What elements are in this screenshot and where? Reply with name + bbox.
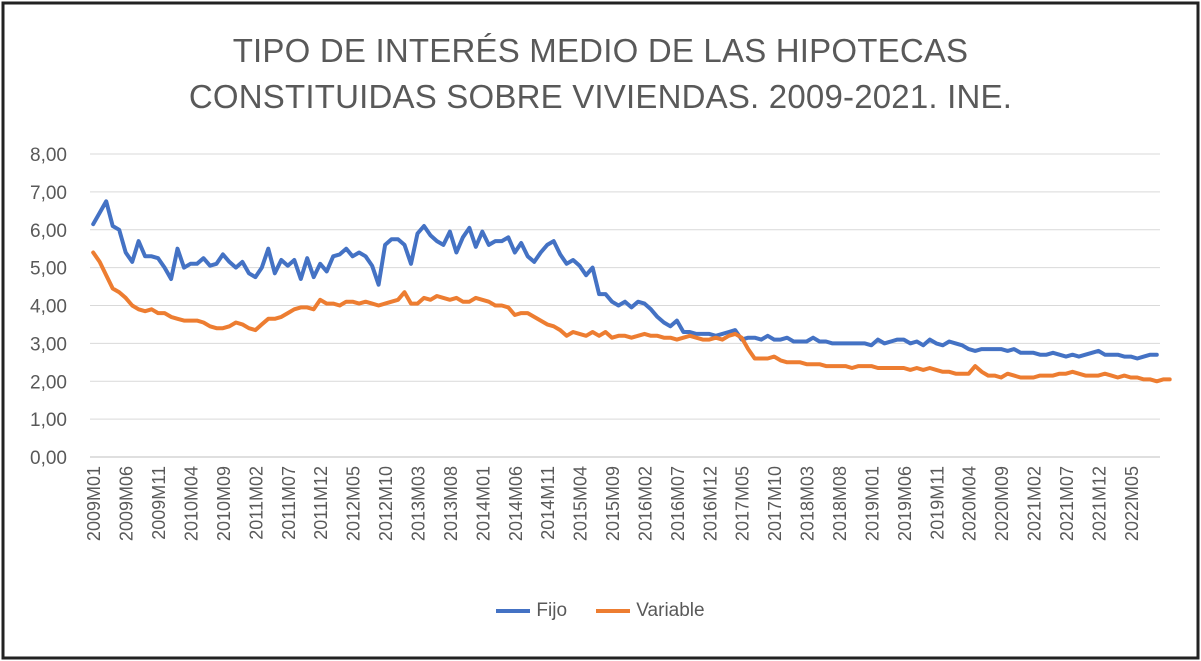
y-axis-ticks: 0,00 1,00 2,00 3,00 4,00 5,00 6,00 7,00 8,00: [30, 145, 67, 469]
x-tick-label: 2021M07: [1057, 466, 1077, 541]
x-tick-label: 2018M08: [830, 466, 850, 541]
x-axis-ticks: 2009M01 2009M06 2009M11 2010M04 2010M09 2011M…: [84, 466, 1142, 541]
x-tick-label: 2021M02: [1025, 466, 1045, 541]
chart-title-line-1: TIPO DE INTERÉS MEDIO DE LAS HIPOTECAS: [232, 32, 969, 69]
y-tick-label: 5,00: [30, 259, 67, 280]
chart-title-line-2: CONSTITUIDAS SOBRE VIVIENDAS. 2009-2021.…: [188, 78, 1013, 115]
x-tick-label: 2020M04: [960, 466, 980, 541]
x-tick-label: 2016M02: [635, 466, 655, 541]
grid-lines: [90, 153, 1160, 458]
x-tick-label: 2014M06: [506, 466, 526, 541]
legend-label-fijo: Fijo: [536, 600, 568, 621]
x-tick-label: 2021M12: [1089, 466, 1109, 541]
x-tick-label: 2016M12: [700, 466, 720, 541]
series-lines: [91, 199, 1172, 384]
legend-label-variable: Variable: [636, 600, 705, 621]
x-tick-label: 2019M01: [862, 466, 882, 541]
legend-swatch-variable: [596, 609, 631, 613]
y-tick-label: 0,00: [30, 448, 67, 469]
x-tick-label: 2019M06: [895, 466, 915, 541]
x-tick-label: 2015M04: [571, 466, 591, 541]
x-tick-label: 2013M08: [441, 466, 461, 541]
x-tick-label: 2009M06: [117, 466, 137, 541]
x-tick-label: 2010M09: [214, 466, 234, 541]
y-tick-label: 4,00: [30, 297, 67, 318]
x-tick-label: 2014M11: [538, 466, 558, 540]
x-tick-label: 2020M09: [992, 466, 1012, 541]
series-line-variable: [91, 250, 1172, 384]
legend-item-variable: Variable: [596, 600, 705, 622]
x-tick-label: 2009M11: [149, 466, 169, 540]
y-tick-label: 6,00: [30, 221, 67, 242]
x-tick-label: 2011M02: [246, 466, 266, 540]
x-tick-label: 2013M03: [408, 466, 428, 541]
x-tick-label: 2012M10: [376, 466, 396, 541]
x-tick-label: 2014M01: [473, 466, 493, 541]
x-tick-label: 2018M03: [798, 466, 818, 541]
x-tick-label: 2015M09: [603, 466, 623, 541]
legend-swatch-fijo: [496, 609, 531, 613]
x-tick-label: 2010M04: [182, 466, 202, 541]
x-tick-label: 2011M07: [279, 466, 299, 540]
x-tick-label: 2016M07: [668, 466, 688, 541]
x-tick-label: 2009M01: [84, 466, 104, 541]
x-tick-label: 2019M11: [927, 466, 947, 540]
y-tick-label: 2,00: [30, 372, 67, 393]
x-tick-label: 2017M10: [765, 466, 785, 541]
y-tick-label: 3,00: [30, 334, 67, 355]
x-tick-label: 2011M12: [311, 466, 331, 540]
x-tick-label: 2017M05: [733, 466, 753, 541]
series-line-fijo: [91, 199, 1159, 361]
legend: Fijo Variable: [0, 597, 1201, 622]
y-tick-label: 1,00: [30, 410, 67, 431]
x-tick-label: 2012M05: [344, 466, 364, 541]
y-tick-label: 7,00: [30, 183, 67, 204]
x-tick-label: 2022M05: [1122, 466, 1142, 541]
legend-item-fijo: Fijo: [496, 600, 567, 622]
y-tick-label: 8,00: [30, 145, 67, 166]
chart-title: TIPO DE INTERÉS MEDIO DE LAS HIPOTECAS C…: [0, 28, 1201, 120]
